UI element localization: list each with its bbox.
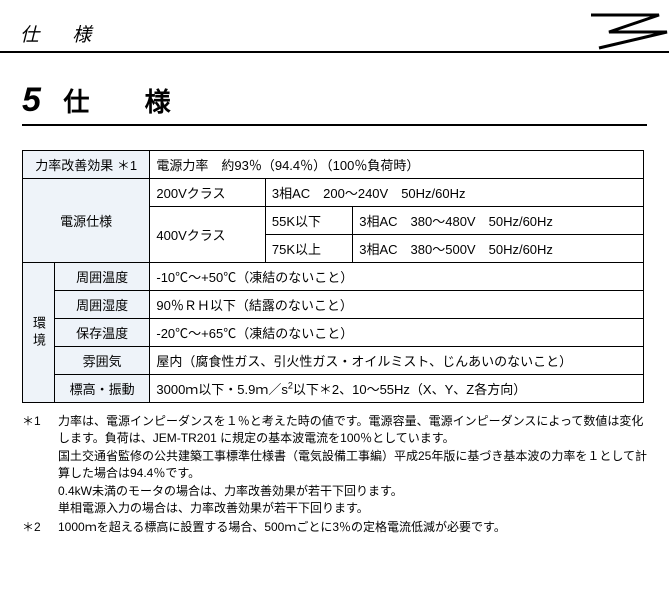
note-1-line-4: 単相電源入力の場合は、力率改善効果が若干下回ります。 bbox=[58, 500, 647, 517]
note-1-mark: ＊1 bbox=[22, 413, 58, 517]
class-200v-label: 200Vクラス bbox=[150, 179, 265, 207]
pf-improve-value: 電源力率 約93％（94.4％）（100％負荷時） bbox=[150, 151, 644, 179]
atmosphere-value: 屋内（腐食性ガス、引火性ガス・オイルミスト、じんあいのないこと） bbox=[150, 347, 644, 375]
section-number: 5 bbox=[22, 81, 41, 120]
storage-temp-label: 保存温度 bbox=[55, 319, 150, 347]
class-400v-55k-label: 55K以下 bbox=[265, 207, 352, 235]
note-1-line-1: 力率は、電源インピーダンスを１％と考えた時の値です。電源容量、電源インピーダンス… bbox=[58, 413, 647, 448]
class-400v-label: 400Vクラス bbox=[150, 207, 265, 263]
environment-label: 環境 bbox=[23, 263, 55, 403]
ambient-humidity-label: 周囲湿度 bbox=[55, 291, 150, 319]
storage-temp-value: -20℃～+65℃（凍結のないこと） bbox=[150, 319, 644, 347]
note-1-line-2: 国土交通省監修の公共建築工事標準仕様書（電気設備工事編）平成25年版に基づき基本… bbox=[58, 448, 647, 483]
page-header-label: 仕 様 bbox=[20, 25, 105, 46]
pf-improve-label: 力率改善効果 ＊1 bbox=[23, 151, 150, 179]
class-400v-75k-label: 75K以上 bbox=[265, 235, 352, 263]
class-400v-55k-value: 3相AC 380～480V 50Hz/60Hz bbox=[353, 207, 644, 235]
ambient-temp-label: 周囲温度 bbox=[55, 263, 150, 291]
altitude-vibration-label: 標高・振動 bbox=[55, 375, 150, 403]
altitude-vibration-value: 3000ｍ以下・5.9ｍ／s2以下＊2、10～55Hz（X、Y、Z各方向） bbox=[150, 375, 644, 403]
note-2-mark: ＊2 bbox=[22, 519, 58, 536]
note-1-line-3: 0.4kW未満のモータの場合は、力率改善効果が若干下回ります。 bbox=[58, 483, 647, 500]
note-2-line-1: 1000ｍを超える標高に設置する場合、500ｍごとに3％の定格電流低減が必要です… bbox=[58, 519, 647, 536]
section-title: 仕 様 bbox=[63, 87, 194, 117]
power-spec-label: 電源仕様 bbox=[23, 179, 150, 263]
ambient-humidity-value: 90％ＲＨ以下（結露のないこと） bbox=[150, 291, 644, 319]
class-200v-value: 3相AC 200～240V 50Hz/60Hz bbox=[265, 179, 643, 207]
spec-table: 力率改善効果 ＊1 電源力率 約93％（94.4％）（100％負荷時） 電源仕様… bbox=[22, 150, 644, 403]
atmosphere-label: 雰囲気 bbox=[55, 347, 150, 375]
class-400v-75k-value: 3相AC 380～500V 50Hz/60Hz bbox=[353, 235, 644, 263]
brand-logo-icon bbox=[589, 10, 669, 56]
footnotes: ＊1 力率は、電源インピーダンスを１％と考えた時の値です。電源容量、電源インピー… bbox=[22, 413, 647, 537]
ambient-temp-value: -10℃～+50℃（凍結のないこと） bbox=[150, 263, 644, 291]
